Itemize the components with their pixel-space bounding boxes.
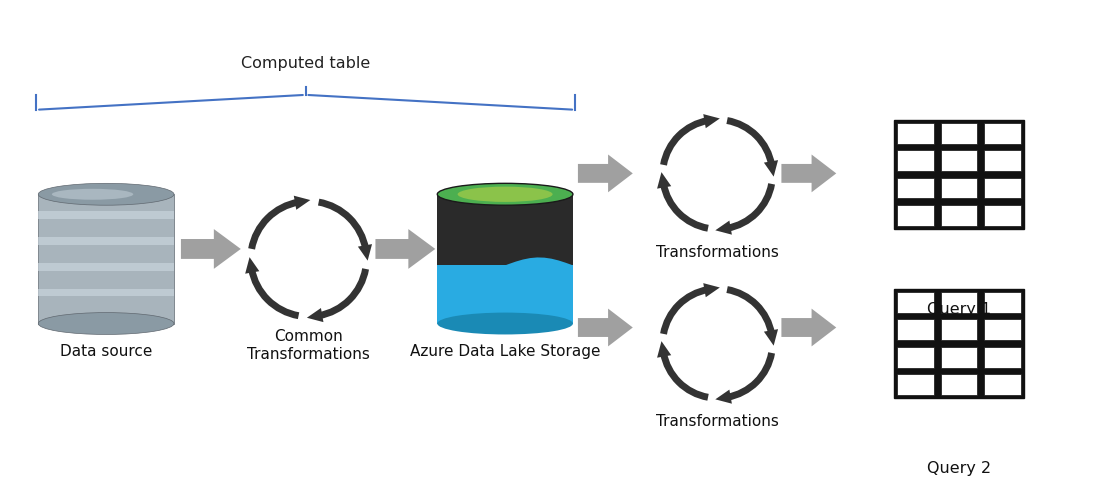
Bar — [897, 347, 934, 368]
Bar — [897, 124, 934, 145]
Text: Azure Data Lake Storage: Azure Data Lake Storage — [410, 344, 601, 359]
Text: Transformations: Transformations — [656, 413, 779, 428]
Ellipse shape — [457, 187, 552, 202]
Bar — [941, 292, 977, 313]
Bar — [894, 121, 1024, 229]
Text: Data source: Data source — [60, 344, 152, 359]
Polygon shape — [38, 238, 174, 245]
Bar — [984, 347, 1021, 368]
Polygon shape — [38, 263, 174, 271]
Ellipse shape — [51, 189, 133, 200]
Text: Transformations: Transformations — [656, 244, 779, 259]
Bar — [941, 178, 977, 199]
Polygon shape — [294, 197, 311, 211]
Bar — [897, 374, 934, 395]
Bar — [897, 151, 934, 172]
Bar — [897, 178, 934, 199]
Ellipse shape — [38, 313, 174, 335]
Bar — [984, 151, 1021, 172]
Polygon shape — [781, 155, 836, 193]
Bar — [897, 319, 934, 340]
Polygon shape — [703, 115, 720, 129]
Bar — [941, 319, 977, 340]
Polygon shape — [438, 195, 573, 266]
Polygon shape — [375, 229, 435, 269]
Polygon shape — [306, 308, 324, 322]
Polygon shape — [781, 309, 836, 347]
Ellipse shape — [438, 313, 573, 335]
Ellipse shape — [38, 184, 174, 206]
Bar — [941, 347, 977, 368]
Polygon shape — [657, 341, 672, 358]
Bar — [894, 289, 1024, 398]
Text: Common
Transformations: Common Transformations — [247, 329, 370, 361]
Polygon shape — [657, 173, 672, 189]
Bar — [941, 151, 977, 172]
Polygon shape — [764, 330, 778, 346]
Polygon shape — [715, 390, 732, 404]
Bar — [897, 292, 934, 313]
Polygon shape — [438, 258, 573, 274]
Bar — [897, 206, 934, 227]
Polygon shape — [703, 284, 720, 298]
Ellipse shape — [438, 184, 573, 206]
Polygon shape — [245, 257, 259, 274]
Polygon shape — [181, 229, 241, 269]
Bar — [984, 124, 1021, 145]
Polygon shape — [38, 212, 174, 219]
Bar — [941, 206, 977, 227]
Polygon shape — [764, 161, 778, 177]
Text: Computed table: Computed table — [241, 56, 370, 71]
Bar — [984, 206, 1021, 227]
Bar — [984, 178, 1021, 199]
Polygon shape — [38, 195, 174, 324]
Polygon shape — [38, 289, 174, 297]
Bar — [941, 374, 977, 395]
Bar — [984, 292, 1021, 313]
Polygon shape — [438, 266, 573, 324]
Bar — [984, 319, 1021, 340]
Bar — [941, 124, 977, 145]
Polygon shape — [578, 155, 632, 193]
Polygon shape — [715, 221, 732, 235]
Text: Query 2: Query 2 — [927, 460, 991, 475]
Polygon shape — [578, 309, 632, 347]
Bar — [984, 374, 1021, 395]
Polygon shape — [358, 244, 372, 261]
Text: Query 1: Query 1 — [927, 302, 991, 317]
